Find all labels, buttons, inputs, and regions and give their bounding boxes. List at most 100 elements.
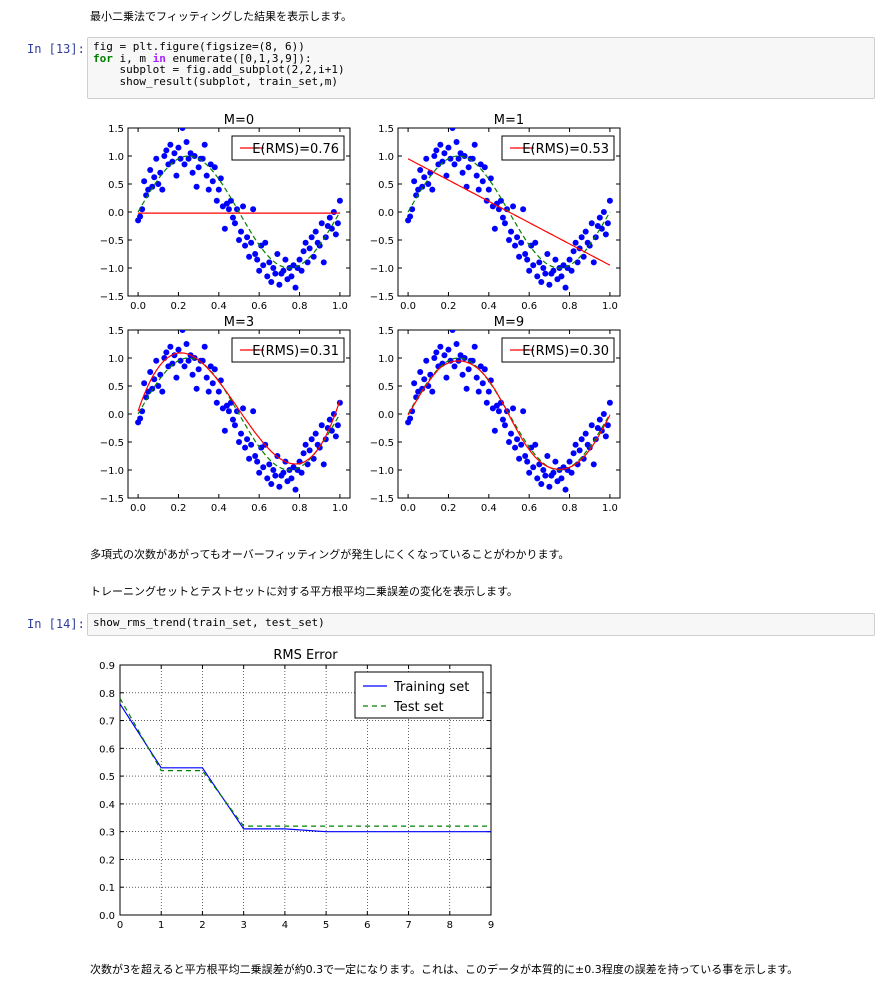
data-point: [578, 234, 585, 241]
data-point: [215, 388, 222, 395]
data-point: [499, 416, 506, 423]
data-point: [421, 174, 428, 181]
y-tick-label: 0.0: [378, 208, 394, 219]
data-point: [445, 144, 452, 151]
data-point: [191, 153, 198, 159]
markdown-rms-intro: トレーニングセットとテストセットに対する平方根平均二乗誤差の変化を表示します。: [90, 585, 518, 598]
data-point: [288, 475, 295, 482]
data-point: [334, 422, 341, 429]
x-tick-label: 7: [405, 920, 411, 931]
data-point: [272, 472, 279, 479]
data-point: [425, 181, 432, 187]
data-point: [449, 330, 456, 333]
data-point: [423, 357, 430, 364]
data-point: [590, 461, 597, 468]
data-point: [147, 369, 154, 375]
subplots-figure: M=0 1.5 1.0 0.5 0.0 −0.5 −1.0 −1.5 0.0 0.2 0.4 0.6 0…: [100, 113, 621, 514]
code-cell-14[interactable]: show_rms_trend(train_set, test_set): [87, 613, 875, 636]
data-point: [179, 330, 186, 333]
data-point: [302, 239, 309, 246]
data-point: [203, 172, 210, 179]
code-line-1: fig = plt.figure(figsize=(8, 6)): [93, 40, 305, 53]
data-point: [550, 469, 557, 476]
data-point: [540, 265, 547, 271]
y-tick-label: 0.0: [378, 410, 394, 421]
data-point: [433, 349, 440, 356]
markdown-intro: 最小二乗法でフィッティングした結果を表示します。: [90, 10, 353, 23]
data-point: [177, 155, 184, 162]
data-point: [151, 174, 158, 181]
rms-error-chart: RMS Error 0.9 0.8 0.7 0.6 0.5 0.4 0.3 0.2 0.1 0.00…: [99, 648, 494, 931]
x-tick-label: 0.0: [130, 503, 146, 514]
data-point: [266, 461, 273, 468]
data-point: [262, 239, 269, 246]
data-point: [308, 234, 315, 241]
data-point: [602, 231, 609, 238]
data-point: [308, 436, 315, 443]
legend-label: E(RMS)=0.53: [522, 142, 609, 157]
data-point: [524, 256, 531, 263]
data-point: [256, 469, 263, 476]
y-tick-label: −0.5: [100, 236, 124, 247]
data-point: [318, 422, 325, 429]
keyword-in: in: [152, 51, 166, 65]
data-point: [304, 259, 311, 266]
data-point: [604, 220, 611, 227]
y-tick-label: 0.5: [108, 180, 124, 191]
code-cell-13[interactable]: fig = plt.figure(figsize=(8, 6)) for i, …: [87, 37, 875, 99]
data-point: [453, 341, 460, 347]
data-point: [256, 267, 263, 274]
data-point: [320, 461, 327, 468]
data-point: [250, 408, 257, 415]
x-tick-label: 0: [117, 920, 123, 931]
code-line-3: subplot = fig.add_subplot(2,2,i+1): [93, 63, 345, 76]
y-tick-label: −1.0: [100, 466, 124, 477]
data-point: [201, 343, 208, 350]
data-point: [522, 251, 529, 257]
data-point: [491, 225, 498, 232]
x-tick-label: 0.0: [400, 301, 416, 312]
plot-area: [135, 128, 343, 291]
data-point: [475, 388, 482, 395]
data-point: [451, 161, 458, 168]
data-point: [429, 388, 436, 395]
data-point: [318, 220, 325, 227]
data-point: [181, 161, 188, 168]
data-point: [562, 284, 569, 291]
true-curve: [137, 357, 341, 471]
data-point: [443, 172, 450, 179]
x-tick-label: 0.4: [481, 503, 497, 514]
subplot-title: M=1: [494, 113, 524, 128]
data-point: [582, 430, 589, 437]
data-point: [481, 366, 488, 373]
data-point: [203, 374, 210, 381]
legend-label: Test set: [393, 700, 444, 715]
data-point: [451, 363, 458, 370]
data-point: [163, 349, 170, 356]
data-point: [157, 371, 164, 378]
y-tick-label: 0.8: [99, 689, 115, 700]
data-point: [312, 228, 319, 235]
data-point: [540, 467, 547, 473]
data-point: [137, 213, 144, 220]
data-point: [270, 467, 277, 473]
data-point: [167, 141, 174, 148]
y-tick-label: 0.2: [99, 855, 115, 866]
y-tick-label: 1.5: [108, 124, 124, 135]
data-point: [332, 433, 339, 440]
x-tick-label: 0.2: [441, 301, 457, 312]
data-point: [282, 256, 289, 263]
data-point: [465, 366, 472, 373]
data-point: [266, 259, 273, 266]
data-point: [473, 172, 480, 179]
subplot-m3: M=3 1.5 1.0 0.5 0.0 −0.5 −1.0 −1.5 0.0 0.2 0.4 0.6 0…: [100, 315, 351, 514]
x-tick-label: 0.4: [481, 301, 497, 312]
data-point: [568, 469, 575, 476]
data-point: [248, 441, 255, 448]
x-tick-label: 0.4: [211, 301, 227, 312]
y-tick-label: 0.5: [378, 180, 394, 191]
data-point: [169, 360, 176, 367]
data-point: [546, 483, 553, 490]
data-point: [213, 399, 220, 406]
keyword-for: for: [93, 51, 113, 65]
